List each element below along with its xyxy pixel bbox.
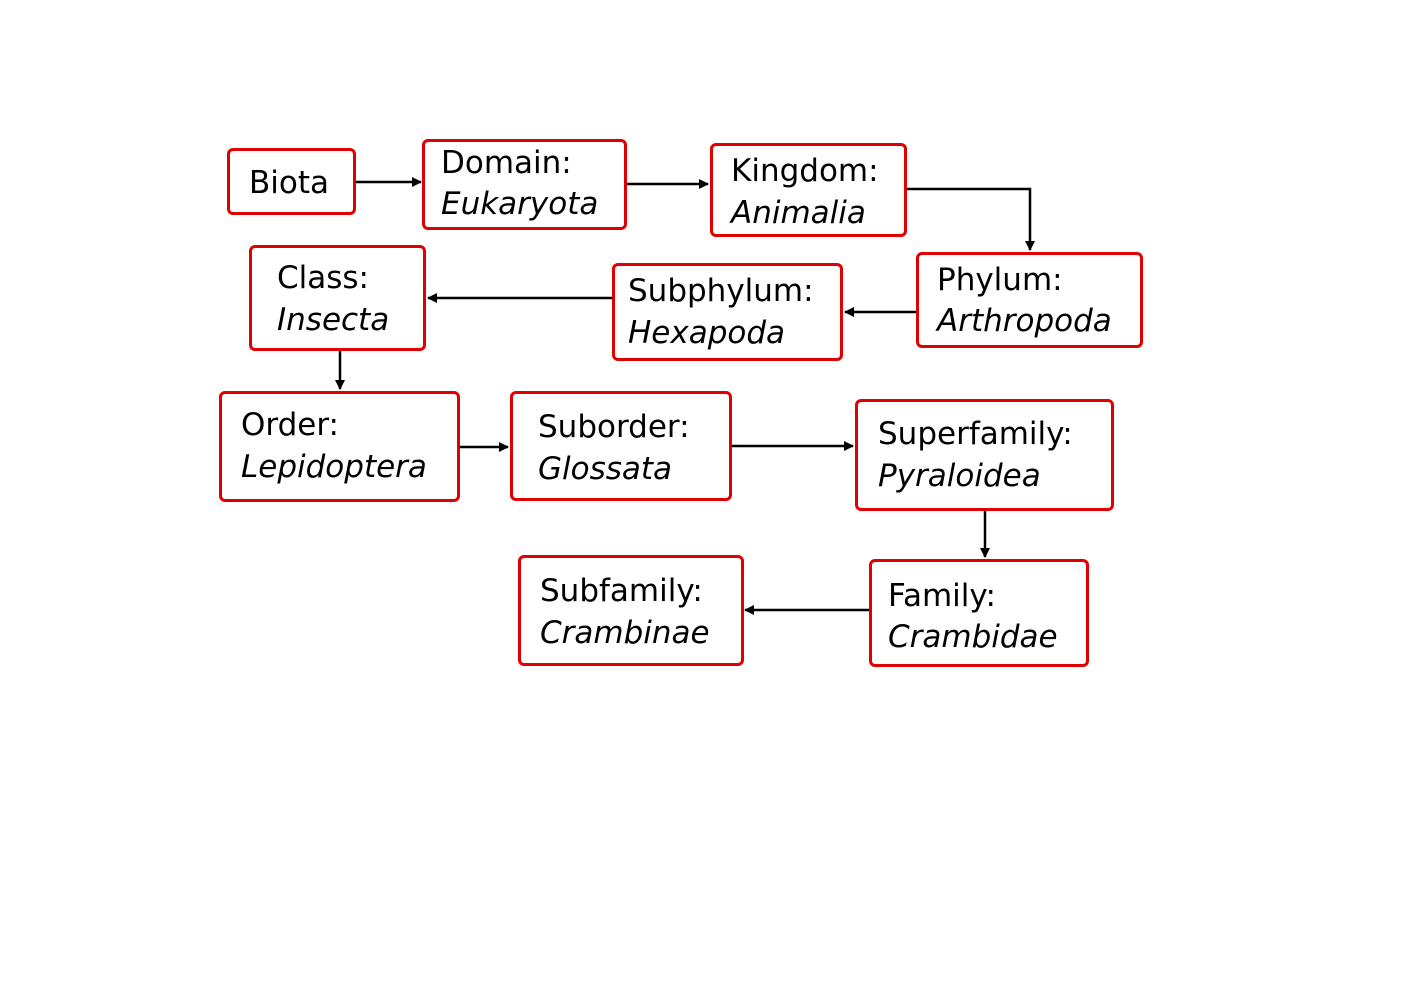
node-class: Class: Insecta (249, 245, 426, 351)
node-phylum-taxon: Arthropoda (937, 303, 1112, 339)
node-family: Family: Crambidae (869, 559, 1089, 667)
node-order: Order: Lepidoptera (219, 391, 460, 502)
node-phylum: Phylum: Arthropoda (916, 252, 1143, 348)
node-biota-label: Biota (249, 165, 329, 201)
node-order-taxon: Lepidoptera (241, 449, 427, 485)
node-order-rank: Order: (241, 407, 339, 443)
node-subfamily: Subfamily: Crambinae (518, 555, 744, 666)
node-phylum-rank: Phylum: (937, 262, 1063, 298)
node-domain: Domain: Eukaryota (422, 139, 627, 230)
node-kingdom-rank: Kingdom: (731, 153, 879, 189)
node-biota: Biota (227, 148, 356, 215)
node-suborder: Suborder: Glossata (510, 391, 732, 501)
node-kingdom: Kingdom: Animalia (710, 143, 907, 237)
node-subfamily-rank: Subfamily: (540, 573, 703, 609)
node-superfamily-rank: Superfamily: (878, 416, 1073, 452)
node-kingdom-taxon: Animalia (731, 195, 866, 231)
node-suborder-rank: Suborder: (538, 409, 690, 445)
node-class-taxon: Insecta (277, 302, 390, 338)
node-subphylum-taxon: Hexapoda (628, 315, 786, 351)
node-family-rank: Family: (888, 578, 996, 614)
node-subphylum-rank: Subphylum: (628, 273, 814, 309)
node-family-taxon: Crambidae (888, 619, 1058, 655)
node-superfamily-taxon: Pyraloidea (878, 458, 1041, 494)
node-subfamily-taxon: Crambinae (540, 615, 710, 651)
node-superfamily: Superfamily: Pyraloidea (855, 399, 1114, 511)
node-suborder-taxon: Glossata (538, 451, 673, 487)
node-class-rank: Class: (277, 260, 370, 296)
node-subphylum: Subphylum: Hexapoda (612, 263, 843, 361)
edge-kingdom-phylum (907, 187, 1035, 251)
node-domain-rank: Domain: (441, 145, 572, 181)
node-domain-taxon: Eukaryota (441, 186, 599, 222)
